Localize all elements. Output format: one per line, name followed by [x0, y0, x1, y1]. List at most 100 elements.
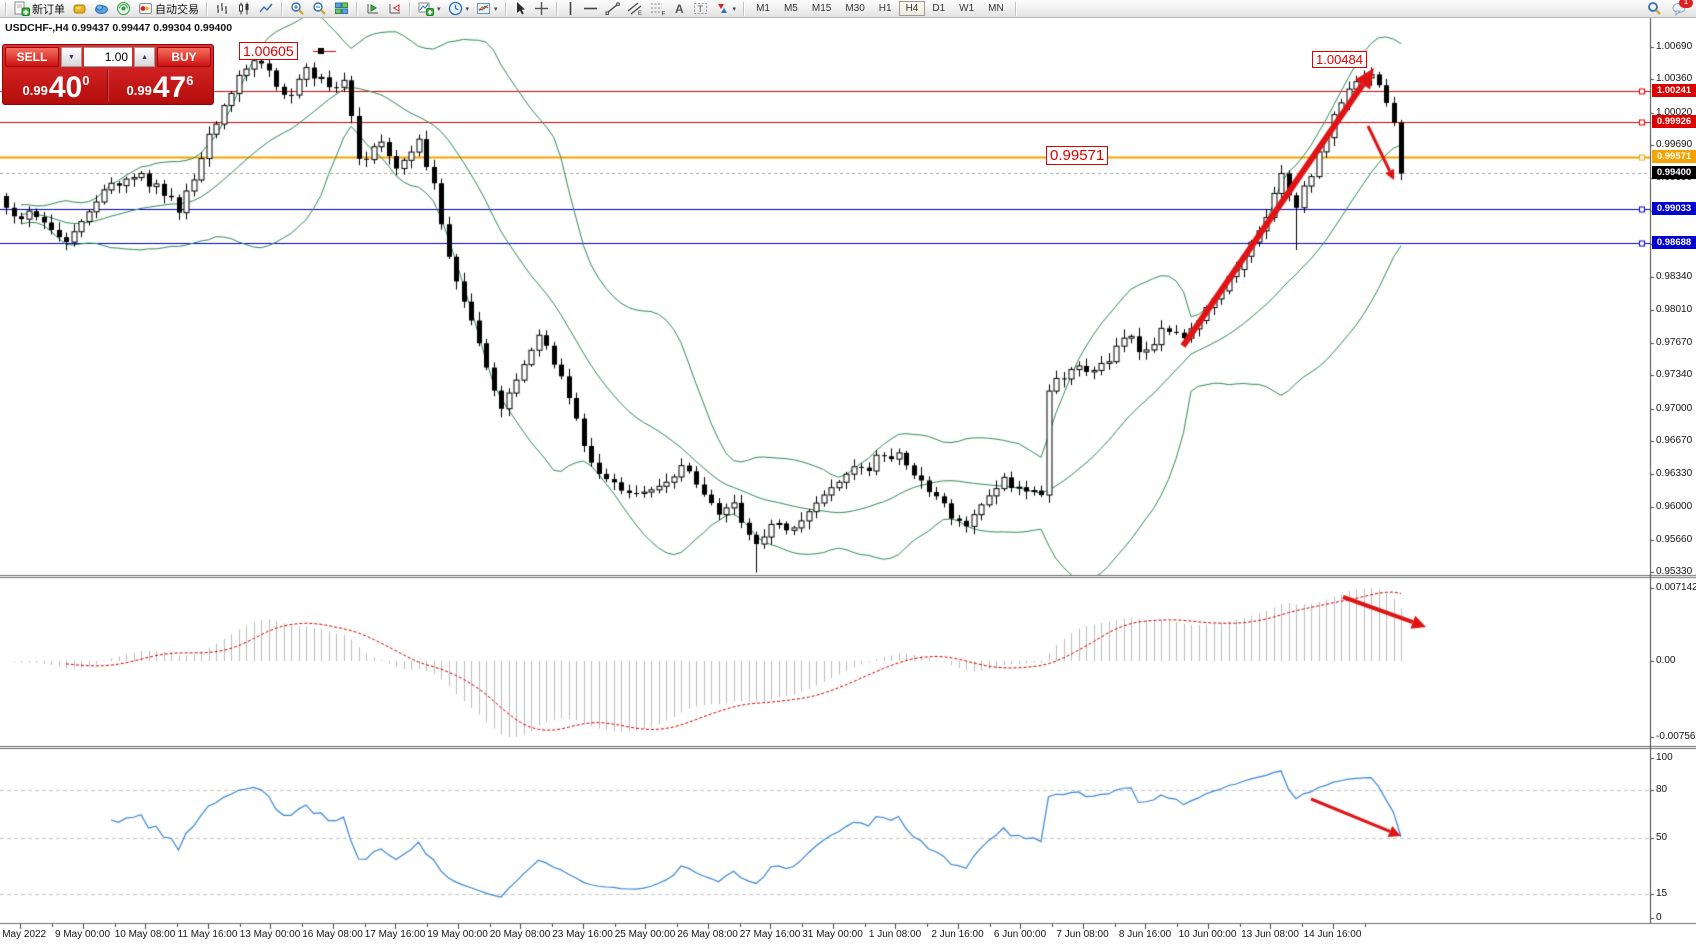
bar-chart-button[interactable]: [212, 1, 233, 17]
volume-increase-button[interactable]: ▲: [134, 47, 155, 67]
notifications-button[interactable]: 1: [1669, 0, 1693, 17]
sell-button[interactable]: SELL: [5, 47, 59, 67]
toolbar-separator: [743, 1, 746, 16]
caret-down-icon: ▾: [465, 5, 470, 13]
channel-button[interactable]: E: [624, 1, 646, 17]
timeframe-m5[interactable]: M5: [777, 1, 805, 16]
linechart-icon: [259, 3, 273, 13]
timeframe-d1[interactable]: D1: [925, 1, 952, 16]
fibonacci-button[interactable]: F: [647, 1, 669, 17]
timeframe-m15[interactable]: M15: [805, 1, 838, 16]
shift-icon: [367, 4, 378, 14]
tiles-icon: [335, 2, 348, 14]
price-annotation-mid[interactable]: 0.99571: [1046, 146, 1109, 165]
text-icon: A: [675, 2, 684, 16]
text-button[interactable]: A: [670, 1, 689, 17]
timeframe-mn[interactable]: MN: [981, 1, 1011, 16]
price-annotation-high-right[interactable]: 1.00484: [1312, 51, 1367, 68]
zoom-in-icon: [291, 2, 304, 15]
one-click-trade-panel: SELL ▼ ▲ BUY 0.99 40 0 0.99 47 6: [2, 44, 214, 105]
hline-button[interactable]: [580, 1, 601, 17]
candles-icon: [239, 2, 249, 15]
symbol-ohlc-header: USDCHF-,H4 0.99437 0.99447 0.99304 0.994…: [5, 22, 233, 34]
autotrade-button-label: 自动交易: [155, 3, 199, 16]
new-order-button-label: 新订单: [32, 3, 65, 16]
arrows-icon: [717, 4, 727, 13]
new-order-button[interactable]: 新订单: [11, 1, 68, 17]
toolbar-separator: [409, 1, 411, 16]
svg-text:E: E: [638, 11, 642, 16]
toolbar-separator: [356, 1, 358, 16]
toolbar-separator: [206, 1, 208, 16]
templates-button[interactable]: ▾: [473, 1, 501, 17]
zoom-out-icon: [313, 2, 326, 15]
toolbar-separator: [555, 1, 558, 16]
hline-icon: [583, 7, 597, 10]
indicators-button[interactable]: ▾: [415, 1, 444, 17]
shift-chart-button[interactable]: [362, 1, 383, 17]
toolbar-separator: [5, 1, 7, 16]
trendline-button[interactable]: [602, 1, 623, 17]
toolbar-separator: [1014, 1, 1017, 16]
green-signal-icon: [117, 2, 130, 15]
buy-button[interactable]: BUY: [157, 47, 211, 67]
volume-input[interactable]: [83, 47, 133, 67]
clock-icon: [448, 1, 462, 16]
svg-text:A: A: [675, 2, 684, 16]
vline-icon: [569, 2, 571, 15]
timeframe-group: M1 M5 M15 M30 H1 H4 D1 W1 MN: [749, 1, 1011, 16]
toolbar-right-group: 1: [1644, 0, 1696, 17]
trendline-icon: [605, 2, 620, 15]
buy-price-display[interactable]: 0.99 47 6: [108, 69, 211, 104]
candle-chart-button[interactable]: [234, 1, 255, 17]
blue-cloud-icon: [95, 4, 108, 14]
bars-icon: [217, 3, 227, 14]
signals-button[interactable]: [113, 1, 134, 17]
caret-down-icon: ▾: [732, 5, 737, 13]
auto-scroll-button[interactable]: [384, 1, 405, 17]
channel-icon: E: [627, 2, 642, 16]
indicator-add-icon: [418, 2, 434, 16]
autotrade-icon: [139, 3, 152, 14]
toolbar-separator: [281, 1, 283, 16]
cursor-icon: [516, 2, 525, 15]
sell-price-prefix: 0.99: [22, 83, 48, 98]
autotrade-button[interactable]: 自动交易: [135, 1, 202, 17]
timeframe-h1[interactable]: H1: [872, 1, 899, 16]
caret-down-icon: ▾: [494, 5, 498, 13]
market-watch-button[interactable]: [69, 1, 90, 17]
gold-box-icon: [73, 4, 86, 14]
label-button[interactable]: T: [690, 1, 711, 17]
autoscroll-icon: [389, 4, 400, 14]
buy-price-prefix: 0.99: [126, 83, 152, 98]
timeframe-m30[interactable]: M30: [838, 1, 871, 16]
timeframe-h4[interactable]: H4: [898, 1, 926, 16]
zoom-out-button[interactable]: [309, 1, 330, 17]
crosshair-button[interactable]: [531, 1, 552, 17]
template-icon: [477, 3, 491, 14]
svg-text:T: T: [697, 4, 703, 14]
zoom-in-button[interactable]: [287, 1, 308, 17]
sell-price-display[interactable]: 0.99 40 0: [5, 69, 108, 104]
textlabel-icon: T: [693, 3, 707, 14]
buy-price-point: 6: [186, 73, 194, 88]
timeframe-m1[interactable]: M1: [749, 1, 777, 16]
search-icon: [1648, 2, 1661, 15]
top-toolbar: 新订单 自动交易 ▾ ▾ ▾ E F A T ▾ M1 M5 M15 M30 H1 H4 D1 W1 MN 1: [0, 0, 1696, 18]
search-button[interactable]: [1644, 1, 1665, 17]
price-annotation-high-left[interactable]: 1.00605: [239, 42, 298, 60]
buy-price-pips: 47: [152, 71, 187, 104]
cursor-button[interactable]: [511, 1, 530, 17]
sell-price-pips: 40: [48, 71, 83, 104]
line-chart-button[interactable]: [256, 1, 277, 17]
volume-decrease-button[interactable]: ▼: [61, 47, 82, 67]
tile-windows-button[interactable]: [331, 1, 352, 17]
timeframe-w1[interactable]: W1: [952, 1, 981, 16]
new-order-icon: [14, 1, 30, 16]
sell-price-point: 0: [82, 73, 90, 88]
arrows-button[interactable]: ▾: [712, 1, 740, 17]
vline-button[interactable]: [562, 1, 579, 17]
news-button[interactable]: [91, 1, 112, 17]
periods-button[interactable]: ▾: [445, 1, 473, 17]
